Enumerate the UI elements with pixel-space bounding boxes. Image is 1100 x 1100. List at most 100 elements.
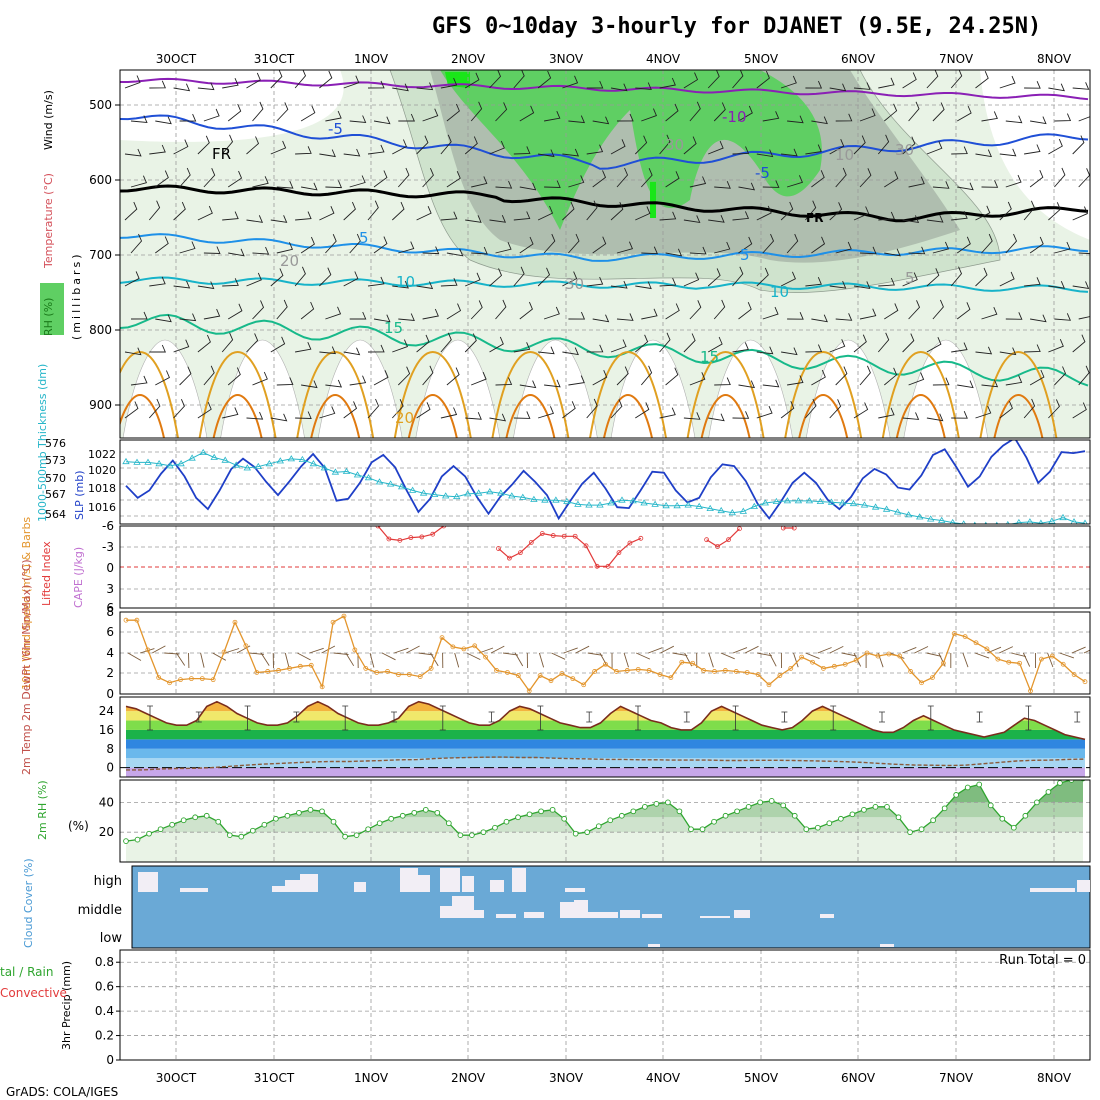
cloud-high-bar [300, 874, 318, 892]
wind-barb [446, 367, 460, 386]
cloud-middle-bar [474, 910, 484, 918]
rh2m-point [814, 824, 821, 831]
rh2m-point [1010, 824, 1017, 831]
wind10m-point [690, 660, 696, 666]
thickness-point [750, 502, 759, 509]
wind-barb [732, 411, 750, 419]
wind10m-ytick-label: 0 [106, 687, 114, 701]
wind-barb [635, 402, 650, 419]
wind-barb [562, 401, 576, 419]
wind-barb [197, 82, 215, 91]
minmax-whisker [1074, 711, 1081, 723]
wind-barb [155, 370, 170, 386]
wind-barb [641, 246, 658, 255]
wind-barb [659, 277, 677, 287]
wind-barb [665, 248, 683, 257]
page-title: GFS 0~10day 3-hourly for DJANET (9.5E, 2… [432, 14, 1041, 39]
wind-clip-group [120, 612, 1090, 694]
wind-barb [932, 377, 950, 386]
thickness-point [519, 493, 527, 500]
wind10m-barb [284, 652, 290, 668]
li-ytick-label: 0 [106, 561, 114, 575]
rh2m-point [123, 838, 129, 844]
wind-barb [1072, 206, 1088, 221]
wind-barb [397, 366, 411, 386]
thickness-point [849, 499, 858, 507]
thickness-point [739, 507, 748, 514]
cloud-high-bar [418, 875, 430, 892]
wind-barb [203, 308, 221, 320]
wind10m-point [940, 660, 946, 666]
wind-barb [495, 377, 513, 386]
rh2m-point [203, 812, 210, 819]
wind-barb [951, 211, 968, 221]
thickness-point [386, 480, 395, 487]
wind-barb [689, 246, 707, 255]
wind-barb [562, 201, 575, 221]
wind-barb [683, 333, 696, 353]
wind-barb [732, 266, 744, 287]
wind-barb [853, 82, 871, 90]
precip-left-label-2: Convective [0, 986, 67, 1000]
wind-barb [489, 268, 503, 287]
rh2m-point [146, 830, 152, 837]
wind-barb [416, 402, 431, 419]
wind-barb [787, 375, 804, 386]
rh2m-point [941, 805, 948, 812]
wind-barb [592, 116, 610, 125]
wind-barb [197, 135, 210, 155]
wind-barb [537, 70, 552, 89]
thickness-point [651, 500, 659, 507]
wind-barb [246, 136, 260, 155]
wind-barb [173, 201, 186, 221]
wind-barb [708, 215, 725, 223]
wind10m-point [951, 631, 957, 636]
wind-barb [149, 144, 166, 155]
wind-barb [926, 337, 942, 353]
cloud-high-bar [272, 886, 288, 892]
rh2m-point [676, 808, 683, 815]
wind-barb [222, 78, 239, 89]
wind-barb [124, 271, 140, 287]
wind-barb [610, 399, 623, 419]
wind-barb [270, 70, 283, 89]
wind10m-point [657, 672, 663, 677]
rh2m-point [734, 808, 740, 815]
wind-barb [683, 412, 701, 420]
wind-barb [465, 272, 481, 287]
wind-barb [805, 144, 822, 155]
wind10m-point [788, 665, 794, 671]
thickness-point [530, 495, 538, 502]
thickness-point [486, 488, 494, 495]
wind10m-barb [660, 645, 675, 654]
wind-barb [951, 411, 968, 419]
rh2m-point [607, 817, 614, 824]
wind-barb [568, 311, 586, 320]
wind-barb [762, 233, 775, 254]
rh2m-point [192, 814, 199, 821]
wind-barb [246, 411, 264, 420]
thickness-point [607, 499, 615, 506]
thickness-point [695, 502, 703, 509]
wind-barb [367, 200, 379, 221]
rh2m-point [1057, 780, 1063, 786]
cloud-middle-bar [588, 912, 618, 918]
thickness-point [552, 496, 560, 503]
wind10m-barb [829, 645, 844, 654]
cloud-high-bar [1077, 880, 1090, 892]
thickness-point [1082, 519, 1088, 524]
wind-barb [392, 139, 407, 155]
wind10m-point [428, 665, 434, 671]
rh-region-bright [650, 182, 656, 218]
wind-barb [416, 82, 434, 91]
rh2m-point [595, 823, 602, 830]
wind10m-point [374, 670, 380, 675]
wind-barb [586, 276, 604, 287]
temperature-contour [120, 393, 165, 438]
cloud-middle-bar [734, 910, 750, 918]
temperature-contour [686, 350, 765, 438]
minmax-whisker [1025, 705, 1032, 731]
slp-line [125, 440, 1086, 521]
temperature-contour [589, 350, 667, 438]
thickness-point [805, 497, 814, 504]
